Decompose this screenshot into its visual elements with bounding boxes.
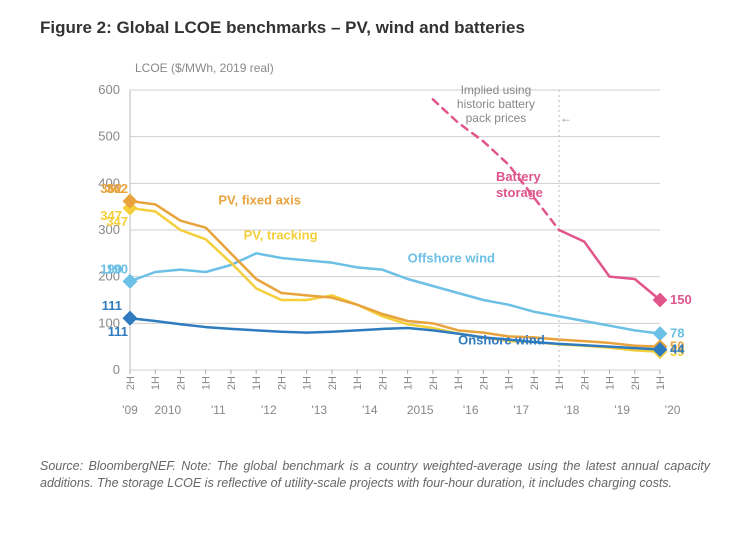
svg-text:190: 190 — [106, 261, 128, 276]
svg-text:'18: '18 — [564, 403, 580, 417]
svg-text:1H: 1H — [403, 376, 415, 390]
figure-container: Figure 2: Global LCOE benchmarks – PV, w… — [0, 0, 750, 502]
svg-text:'13: '13 — [311, 403, 327, 417]
svg-text:1H: 1H — [251, 376, 263, 390]
svg-text:1H: 1H — [150, 376, 162, 390]
svg-text:1H: 1H — [504, 376, 516, 390]
svg-text:1H: 1H — [605, 376, 617, 390]
svg-text:347: 347 — [106, 214, 128, 229]
svg-text:Battery: Battery — [496, 169, 542, 184]
svg-text:2015: 2015 — [407, 403, 434, 417]
svg-text:LCOE ($/MWh, 2019 real): LCOE ($/MWh, 2019 real) — [135, 61, 274, 75]
svg-text:111: 111 — [108, 324, 128, 339]
svg-text:historic battery: historic battery — [457, 97, 535, 111]
svg-text:←: ← — [560, 111, 572, 125]
svg-text:'11: '11 — [211, 403, 226, 417]
svg-text:'12: '12 — [261, 403, 277, 417]
svg-text:2H: 2H — [226, 376, 238, 390]
svg-text:2H: 2H — [478, 376, 490, 390]
svg-text:44: 44 — [670, 341, 685, 356]
svg-text:362: 362 — [106, 181, 128, 196]
svg-text:1H: 1H — [554, 376, 566, 390]
svg-text:PV, tracking: PV, tracking — [244, 227, 318, 242]
figure-title: Figure 2: Global LCOE benchmarks – PV, w… — [40, 18, 710, 38]
svg-text:2H: 2H — [276, 376, 288, 390]
svg-text:Implied using: Implied using — [461, 83, 532, 97]
svg-text:2H: 2H — [579, 376, 591, 390]
source-note: Source: BloombergNEF. Note: The global b… — [40, 458, 710, 492]
svg-text:storage: storage — [496, 185, 543, 200]
svg-text:'20: '20 — [665, 403, 681, 417]
svg-text:2H: 2H — [529, 376, 541, 390]
svg-text:pack prices: pack prices — [466, 111, 527, 125]
svg-text:'09: '09 — [122, 403, 138, 417]
svg-text:1H: 1H — [453, 376, 465, 390]
svg-text:2H: 2H — [377, 376, 389, 390]
svg-text:2010: 2010 — [155, 403, 182, 417]
svg-text:Onshore wind: Onshore wind — [458, 332, 545, 347]
svg-text:1H: 1H — [201, 376, 213, 390]
svg-text:'16: '16 — [463, 403, 479, 417]
svg-text:'17: '17 — [513, 403, 529, 417]
svg-text:111: 111 — [102, 298, 122, 313]
svg-text:600: 600 — [98, 82, 120, 97]
chart-area: 0100200300400500600LCOE ($/MWh, 2019 rea… — [40, 50, 700, 450]
svg-text:'14: '14 — [362, 403, 378, 417]
svg-text:'19: '19 — [614, 403, 630, 417]
svg-text:150: 150 — [670, 292, 692, 307]
svg-text:2H: 2H — [125, 376, 137, 390]
svg-text:1H: 1H — [352, 376, 364, 390]
svg-text:1H: 1H — [302, 376, 314, 390]
svg-text:2H: 2H — [327, 376, 339, 390]
svg-text:2H: 2H — [428, 376, 440, 390]
svg-text:2H: 2H — [630, 376, 642, 390]
svg-text:1H: 1H — [655, 376, 667, 390]
svg-text:500: 500 — [98, 129, 120, 144]
svg-text:Offshore wind: Offshore wind — [408, 251, 495, 266]
svg-text:PV, fixed axis: PV, fixed axis — [218, 192, 301, 207]
svg-text:0: 0 — [113, 362, 120, 377]
svg-text:2H: 2H — [175, 376, 187, 390]
lcoe-chart: 0100200300400500600LCOE ($/MWh, 2019 rea… — [40, 50, 700, 450]
